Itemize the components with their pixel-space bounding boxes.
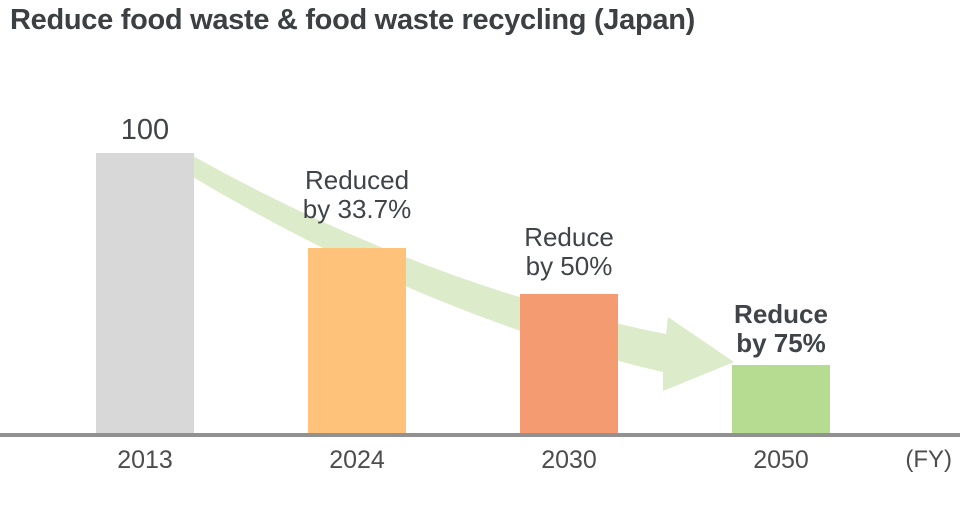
bar-value-label-2024: Reduced by 33.7% (302, 165, 412, 224)
bar-2013 (96, 153, 194, 436)
x-tick-label-2050: 2050 (753, 446, 809, 474)
bar-value-label-2030: Reduce by 50% (524, 222, 614, 281)
downward-trend-arrow-shape (191, 155, 734, 391)
bar-2024 (308, 248, 406, 436)
x-tick-label-2024: 2024 (329, 446, 385, 474)
x-axis-line (0, 433, 960, 437)
bar-2050 (732, 365, 830, 436)
bar-value-label-2013: 100 (120, 114, 170, 146)
x-tick-label-2013: 2013 (117, 446, 173, 474)
chart-title: Reduce food waste & food waste recycling… (10, 4, 695, 36)
x-tick-label-2030: 2030 (541, 446, 597, 474)
bar-2030 (520, 294, 618, 436)
bar-value-label-2050: Reduce by 75% (734, 299, 828, 358)
x-axis-unit-label: (FY) (905, 446, 952, 473)
